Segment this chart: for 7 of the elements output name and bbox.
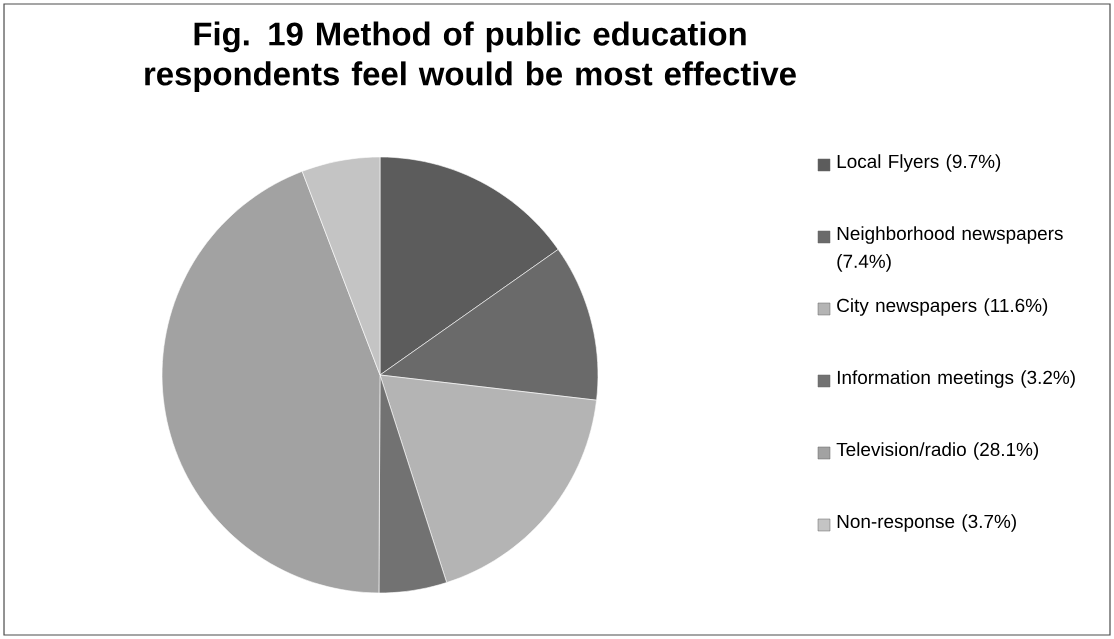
legend-label: Information meetings (3.2%) <box>837 370 1075 388</box>
legend-label: Television/radio (28.1%) <box>836 442 1039 460</box>
legend-label: City newspapers (11.6%) <box>837 298 1048 316</box>
legend-label: Neighborhood newspapers (7.4%) <box>837 226 1063 272</box>
chart-title: Fig. 19 Method of public education respondents feel would be most effective <box>145 21 796 93</box>
legend-label: Non-response (3.7%) <box>837 514 1016 532</box>
legend-label: Local Flyers (9.7%) <box>837 154 1001 172</box>
